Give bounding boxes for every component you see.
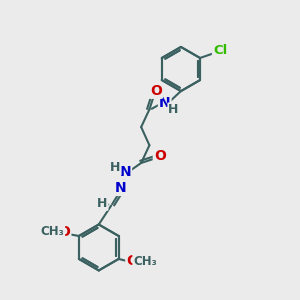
Text: N: N <box>115 181 127 195</box>
Text: O: O <box>126 254 138 268</box>
Text: O: O <box>58 225 70 239</box>
Text: H: H <box>97 197 107 210</box>
Text: O: O <box>150 84 162 98</box>
Text: N: N <box>159 96 170 110</box>
Text: H: H <box>110 161 120 174</box>
Text: O: O <box>154 149 166 163</box>
Text: CH₃: CH₃ <box>40 225 64 239</box>
Text: CH₃: CH₃ <box>133 255 157 268</box>
Text: N: N <box>119 165 131 179</box>
Text: Cl: Cl <box>213 44 227 56</box>
Text: H: H <box>168 103 179 116</box>
